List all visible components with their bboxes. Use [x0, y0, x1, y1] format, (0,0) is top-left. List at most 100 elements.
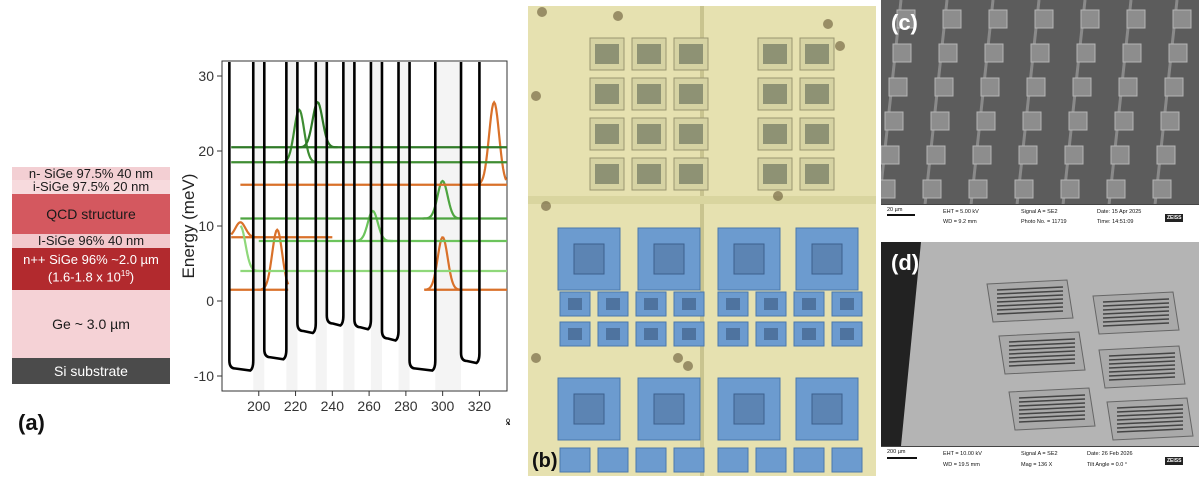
pad-grating: [840, 328, 854, 340]
grating-line: [996, 310, 1064, 315]
quantum-well-profile: [228, 62, 255, 372]
quantum-well-profile: [296, 62, 318, 335]
pillar: [888, 77, 908, 97]
y-tick-label: 0: [206, 293, 214, 309]
barrier-shade: [435, 62, 462, 390]
grating-line: [1102, 318, 1170, 323]
pad-grating: [733, 393, 765, 425]
grating: [679, 44, 703, 64]
sem-pillar-array: [881, 0, 1199, 206]
wavefunction-curve: [422, 179, 463, 220]
grating-line: [1018, 398, 1086, 403]
grating-line: [1108, 376, 1176, 381]
pillar: [1118, 77, 1138, 97]
layer-ge: Ge ~ 3.0 µm: [12, 290, 170, 358]
energy-band-chart: -10 0 10 20 30 200 220 240 260 280 300 320 Energy (…: [179, 60, 516, 425]
tilt-label: Tilt Angle = 0.0 °: [1087, 462, 1128, 468]
contamination-spot: [537, 7, 547, 17]
pad-grating: [764, 328, 778, 340]
pillar: [976, 111, 996, 131]
small-blue-pad: [717, 447, 749, 473]
grating: [763, 84, 787, 104]
pillar: [1152, 179, 1172, 199]
layer-label: Si substrate: [54, 363, 128, 379]
grating-line: [1102, 322, 1170, 327]
grating: [763, 164, 787, 184]
eht-label: EHT = 5.00 kV: [943, 209, 979, 215]
grating-line: [1008, 350, 1076, 355]
grating-line: [1018, 402, 1086, 407]
layer-n-sige: n- SiGe 97.5% 40 nm: [12, 166, 170, 180]
pillar: [1014, 179, 1034, 199]
grating-line: [996, 286, 1064, 291]
pillar: [892, 43, 912, 63]
sem-image-c: (c) 20 µm EHT = 5.00 kV WD = 9.2 mm Sign…: [881, 0, 1199, 234]
grating-line: [1116, 408, 1184, 413]
grating-line: [996, 290, 1064, 295]
contamination-spot: [613, 11, 623, 21]
sem-grating-array: [881, 242, 1199, 446]
quantum-well-profile: [408, 62, 437, 372]
pillar: [1064, 145, 1084, 165]
pillar: [1156, 145, 1176, 165]
pad-grating: [644, 298, 658, 310]
pad-grating: [568, 328, 582, 340]
x-axis-label: Å: [501, 418, 516, 425]
pad-grating: [682, 328, 696, 340]
photo-label: Photo No. = 11719: [1021, 219, 1067, 225]
barrier-shade: [398, 62, 410, 390]
doping-text: (1.6-1.8 x 10: [47, 269, 121, 285]
ridge-line: [969, 0, 995, 206]
layer-label-doping: (1.6-1.8 x 1019): [48, 267, 134, 284]
date-label: Date: 26 Feb 2026: [1087, 451, 1133, 457]
grating-line: [1108, 356, 1176, 361]
pad-grating: [568, 298, 582, 310]
pillar: [984, 43, 1004, 63]
ridge-line: [1061, 0, 1087, 206]
grating: [763, 44, 787, 64]
sem-image-d: (d) 200 µm EHT = 10.00 kV WD = 19.5 mm S…: [881, 242, 1199, 477]
pillar: [968, 179, 988, 199]
panel-d-label: (d): [891, 250, 920, 275]
pillar: [988, 9, 1008, 29]
grating-line: [1008, 362, 1076, 367]
contamination-spot: [673, 353, 683, 363]
grating-line: [1008, 338, 1076, 343]
wd-label: WD = 19.5 mm: [943, 462, 980, 468]
y-tick-label: 20: [198, 143, 214, 159]
x-tick-label: 200: [247, 398, 271, 414]
barrier-shade: [315, 62, 327, 390]
small-blue-pad: [597, 447, 629, 473]
pad-grating: [653, 243, 685, 275]
panel-a-label: (a): [18, 410, 45, 435]
pillar: [1060, 179, 1080, 199]
ridge-line: [881, 0, 903, 201]
contamination-spot: [531, 353, 541, 363]
pillar: [881, 179, 896, 199]
pillar: [1126, 9, 1146, 29]
layer-qcd: QCD structure: [12, 194, 170, 234]
contamination-spot: [835, 41, 845, 51]
pad-grating: [653, 393, 685, 425]
quantum-well-profile: [459, 62, 481, 365]
pillar: [1068, 111, 1088, 131]
pad-grating: [573, 243, 605, 275]
pillar: [1022, 111, 1042, 131]
panel-b-label: (b): [532, 450, 558, 472]
grating-line: [996, 298, 1064, 303]
pillar: [1026, 77, 1046, 97]
grating: [763, 124, 787, 144]
grating-line: [1108, 360, 1176, 365]
grating: [637, 84, 661, 104]
pad-grating: [726, 298, 740, 310]
contamination-spot: [531, 91, 541, 101]
grating: [595, 44, 619, 64]
optical-micrograph: (b): [528, 6, 876, 476]
layer-label: Ge ~ 3.0 µm: [52, 316, 130, 332]
grating-line: [1008, 358, 1076, 363]
pad-grating: [811, 243, 843, 275]
grating: [637, 44, 661, 64]
pad-grating: [682, 298, 696, 310]
time-label: Time: 14:51:09: [1097, 219, 1134, 225]
pillar: [1080, 9, 1100, 29]
